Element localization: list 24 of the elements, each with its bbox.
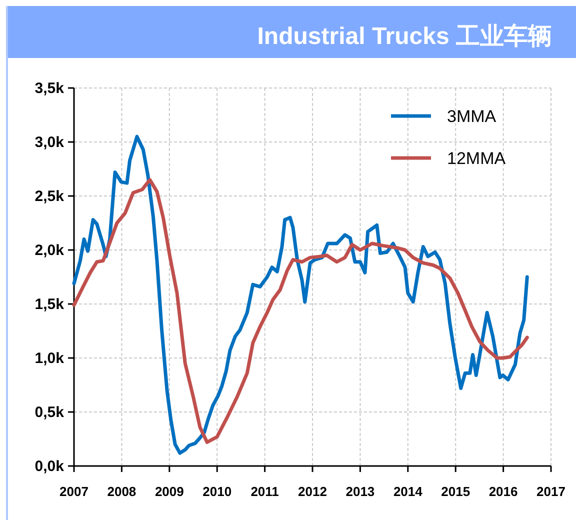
y-tick-label: 3,0k	[34, 134, 65, 151]
x-tick-label: 2009	[154, 484, 184, 499]
line-series	[72, 134, 529, 455]
y-tick-label: 3,5k	[34, 80, 65, 97]
y-tick-label: 1,0k	[34, 350, 65, 367]
x-tick-label: 2011	[250, 484, 279, 499]
y-tick-label: 2,5k	[34, 188, 65, 205]
legend-label: 12MMA	[447, 149, 506, 168]
x-tick-label: 2015	[441, 484, 470, 499]
x-tick-label: 2013	[346, 484, 375, 499]
chart-title: Industrial Trucks 工业车辆	[257, 23, 552, 50]
y-tick-label: 0,0k	[34, 458, 65, 475]
x-tick-label: 2007	[60, 484, 88, 499]
y-tick-label: 0,5k	[34, 404, 65, 421]
y-tick-label: 1,5k	[34, 296, 65, 313]
line-series	[72, 178, 529, 444]
x-tick-label: 2016	[488, 484, 518, 499]
x-tick-label: 2010	[202, 484, 232, 499]
x-tick-label: 2008	[107, 484, 136, 499]
x-tick-label: 2014	[393, 484, 424, 499]
legend-label: 3MMA	[447, 107, 497, 126]
x-tick-label: 2017	[536, 484, 566, 499]
y-tick-label: 2,0k	[34, 242, 65, 259]
x-tick-label: 2012	[298, 484, 327, 499]
